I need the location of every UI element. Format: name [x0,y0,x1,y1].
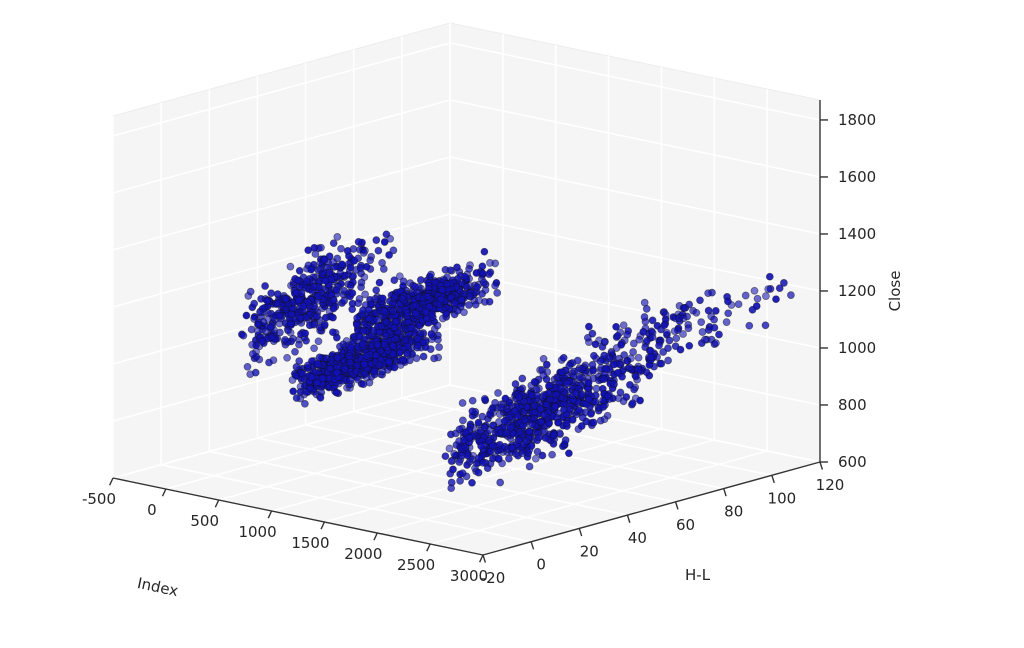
svg-text:1800: 1800 [838,111,876,129]
axes-panes [112,22,821,556]
svg-text:80: 80 [724,503,743,521]
svg-text:3000: 3000 [450,567,488,585]
svg-text:1400: 1400 [838,225,876,243]
z-axis-title: Close [886,271,904,312]
svg-text:2500: 2500 [397,556,435,574]
svg-text:1500: 1500 [291,534,329,552]
svg-text:600: 600 [838,453,867,471]
svg-text:0: 0 [147,501,157,519]
svg-text:2000: 2000 [344,545,382,563]
svg-text:100: 100 [768,489,797,507]
axis-spines [112,100,821,556]
svg-text:1000: 1000 [838,339,876,357]
svg-text:120: 120 [816,476,845,494]
svg-text:20: 20 [580,542,599,560]
svg-text:-20: -20 [481,569,506,587]
axis-tick-labels: -500 0 500 1000 1500 2000 2500 3000-20 0 20 40 60 80… [82,111,876,587]
y-axis-title: H-L [685,566,711,584]
svg-text:40: 40 [628,529,647,547]
x-axis-title: Index [136,574,180,600]
svg-text:500: 500 [190,512,219,530]
svg-text:1000: 1000 [238,523,276,541]
svg-text:0: 0 [536,556,546,574]
svg-text:800: 800 [838,396,867,414]
svg-text:-500: -500 [82,490,116,508]
svg-text:60: 60 [676,516,695,534]
axis-ticks [109,119,828,563]
svg-text:1200: 1200 [838,282,876,300]
svg-text:1600: 1600 [838,168,876,186]
data-points [238,230,795,493]
